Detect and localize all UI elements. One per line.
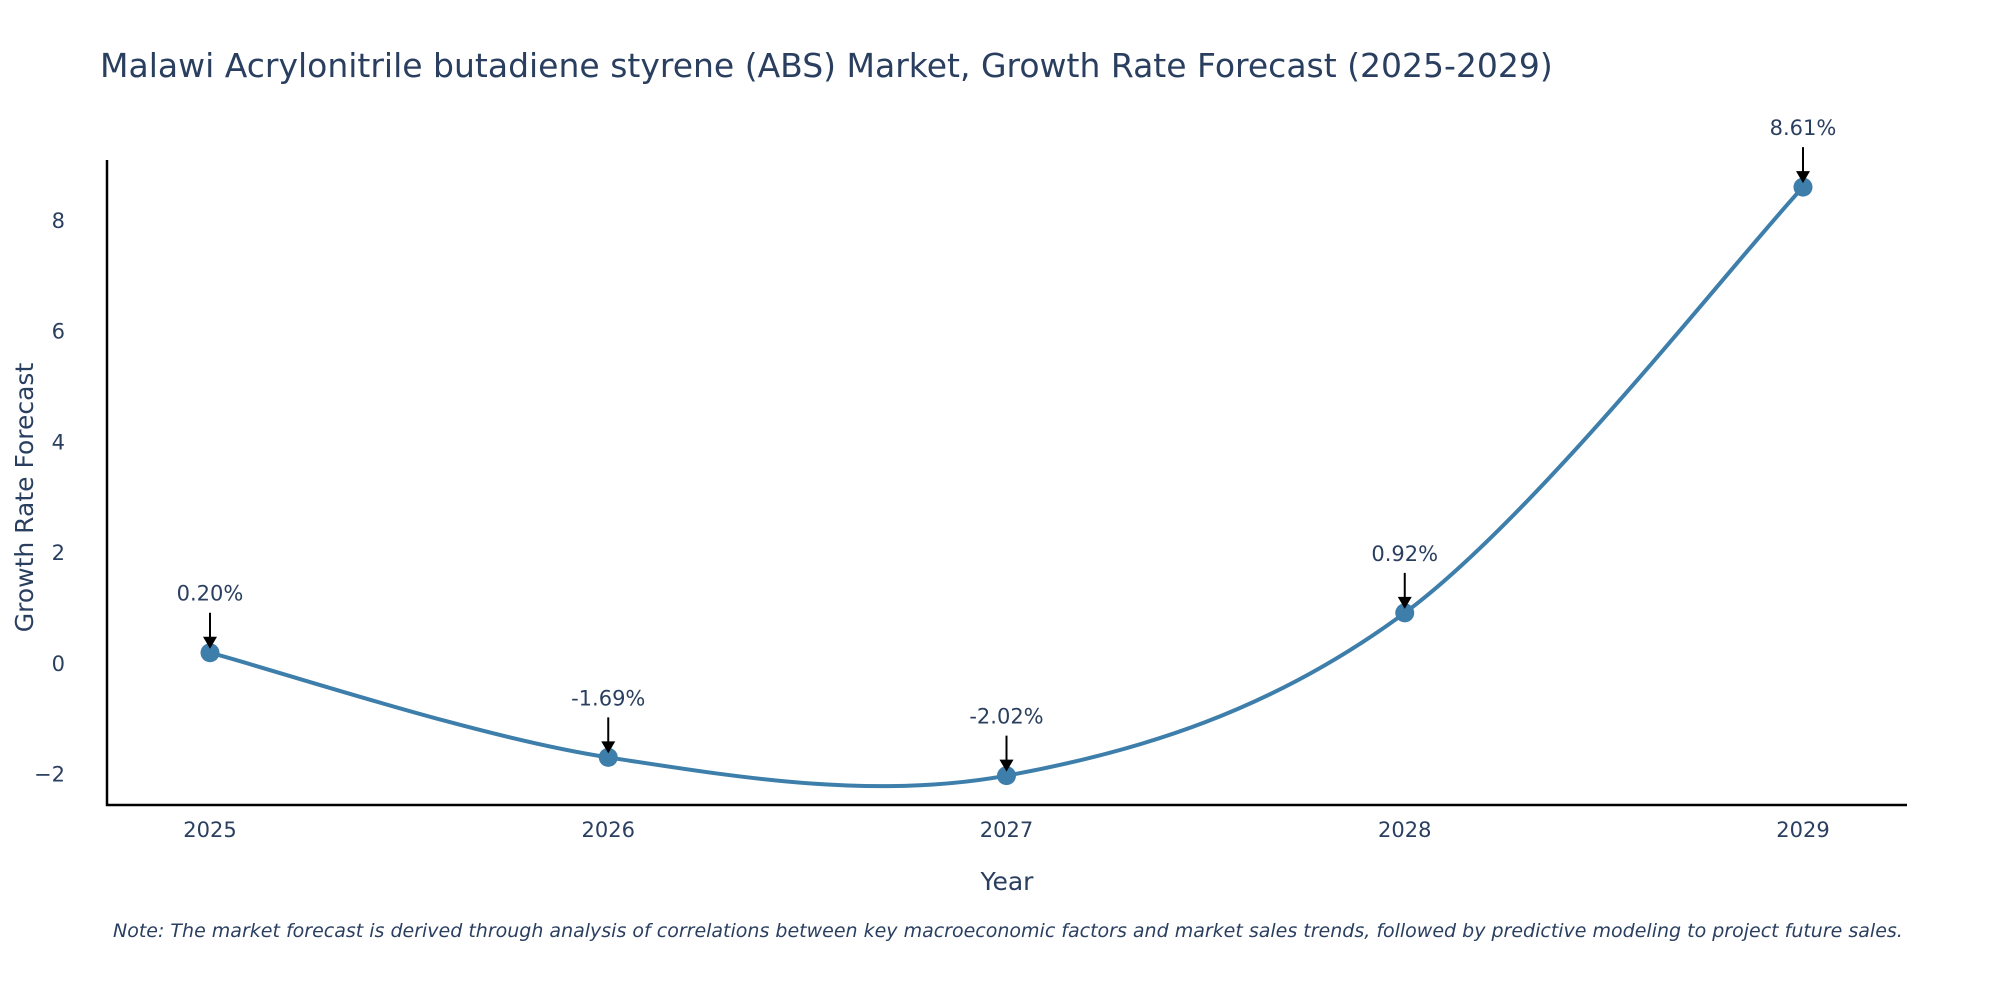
x-tick-label: 2027 (980, 818, 1033, 842)
x-tick-label: 2029 (1776, 818, 1829, 842)
data-point-2026[interactable] (598, 747, 618, 767)
y-tick-label: 0 (52, 652, 65, 676)
data-label-2028: 0.92% (1371, 542, 1438, 566)
series-line (209, 185, 1805, 789)
annotations: 0.20% -1.69% -2.02% 0.92% 8.61% (177, 116, 1837, 772)
footnote: Note: The market forecast is derived thr… (113, 920, 1903, 942)
x-ticks: 2025 2026 2027 2028 2029 (183, 818, 1829, 842)
data-label-2029: 8.61% (1770, 116, 1837, 140)
axes (105, 160, 1907, 807)
annotation-arrowhead (203, 636, 217, 649)
y-tick-label: 8 (52, 209, 65, 233)
data-point-2025[interactable] (200, 643, 220, 663)
annotation-arrowhead (1397, 596, 1412, 609)
data-label-2025: 0.20% (177, 582, 244, 606)
x-tick-label: 2028 (1378, 818, 1431, 842)
data-label-2027: -2.02% (969, 705, 1043, 729)
y-axis-title: Growth Rate Forecast (10, 363, 39, 633)
y-tick-label: 6 (52, 320, 65, 344)
x-tick-label: 2026 (582, 818, 635, 842)
data-point-2029[interactable] (1793, 177, 1813, 197)
x-tick-label: 2025 (183, 818, 236, 842)
chart-title: Malawi Acrylonitrile butadiene styrene (… (100, 46, 1553, 85)
y-tick-label: 2 (52, 541, 65, 565)
y-tick-label: 4 (52, 430, 65, 454)
annotation-arrowhead (999, 759, 1014, 772)
annotation-arrowhead (601, 741, 616, 754)
y-tick-label: −2 (34, 763, 65, 787)
x-axis-title: Year (980, 867, 1035, 896)
data-label-2026: -1.69% (571, 686, 645, 710)
series-group (200, 177, 1813, 789)
annotation-arrowhead (1796, 171, 1810, 184)
y-ticks: −2 0 2 4 6 8 (34, 209, 65, 787)
data-point-2028[interactable] (1395, 603, 1415, 623)
data-point-2027[interactable] (997, 766, 1016, 786)
